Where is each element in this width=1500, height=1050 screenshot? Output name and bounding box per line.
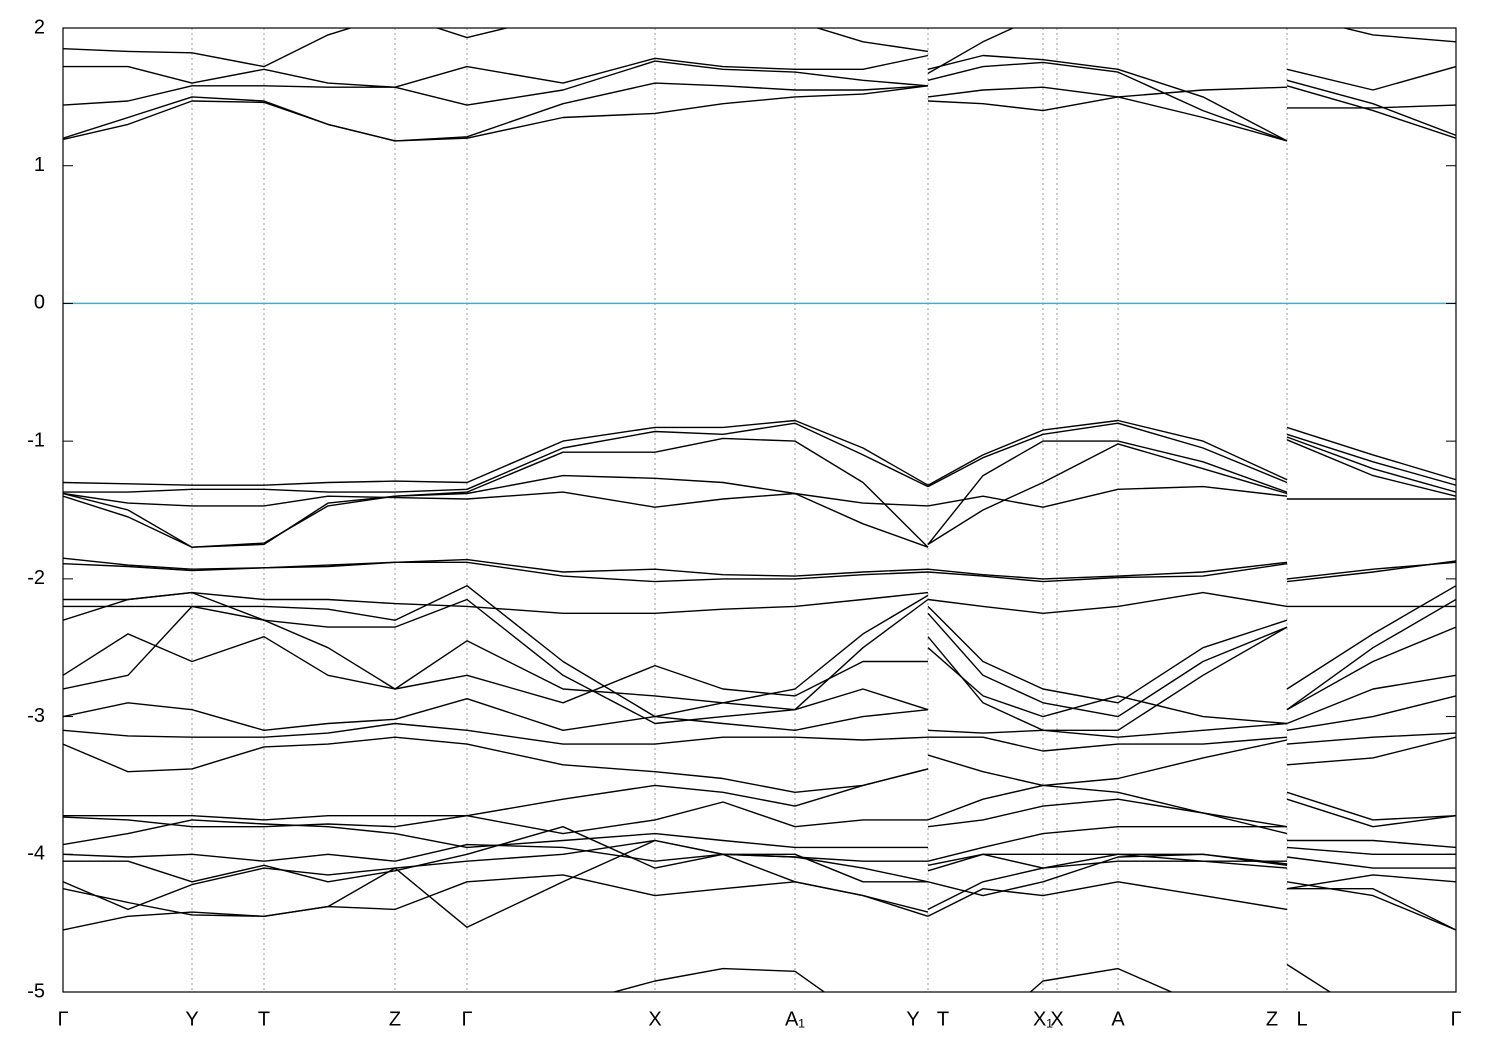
x-tick-label: T — [937, 1008, 949, 1030]
band — [63, 419, 1456, 486]
x-tick-label: X₁ — [1033, 1008, 1053, 1030]
y-tick-label: -3 — [27, 705, 45, 727]
band — [63, 54, 1456, 142]
labels: 210-1-2-3-4-5Γ Y T Z Γ X A₁ Y T X₁X A Z L Γ — [27, 16, 1461, 1030]
plot-frame — [62, 27, 1457, 993]
y-tick-label: 2 — [34, 16, 45, 38]
x-tick-label: Y — [185, 1008, 198, 1030]
x-tick-label: X — [648, 1008, 661, 1030]
band — [63, 60, 1456, 142]
band — [63, 561, 1456, 583]
band — [63, 485, 1456, 508]
x-tick-label: Z — [389, 1008, 401, 1030]
band — [63, 422, 1456, 493]
band — [63, 839, 1456, 931]
band — [63, 82, 1456, 142]
band — [63, 819, 1456, 862]
x-tick-label: Γ — [1450, 1008, 1461, 1030]
x-tick-label: A₁ — [785, 1008, 805, 1030]
grid — [63, 28, 1456, 992]
x-tick-label: X — [1050, 1008, 1063, 1030]
bands — [63, 28, 1456, 992]
y-tick-label: 0 — [34, 292, 45, 314]
y-tick-label: -2 — [27, 567, 45, 589]
band — [63, 28, 1456, 75]
band — [611, 963, 1332, 992]
band — [63, 85, 1456, 142]
band — [63, 605, 1456, 725]
band — [63, 798, 1456, 835]
x-tick-label: A — [1111, 1008, 1125, 1030]
band — [63, 722, 1456, 752]
y-tick-label: -4 — [27, 843, 45, 865]
x-tick-label: Γ — [461, 1008, 472, 1030]
y-tick-label: -1 — [27, 429, 45, 451]
x-tick-label: Y — [906, 1008, 919, 1030]
y-tick-label: -5 — [27, 980, 45, 1002]
band — [63, 626, 1456, 731]
band — [63, 736, 1456, 793]
y-tick-label: 1 — [34, 154, 45, 176]
x-tick-label: L — [1296, 1008, 1307, 1030]
x-tick-label: Z — [1266, 1008, 1278, 1030]
x-tick-label: Γ — [57, 1008, 68, 1030]
band — [63, 695, 1456, 738]
x-tick-label: T — [258, 1008, 270, 1030]
